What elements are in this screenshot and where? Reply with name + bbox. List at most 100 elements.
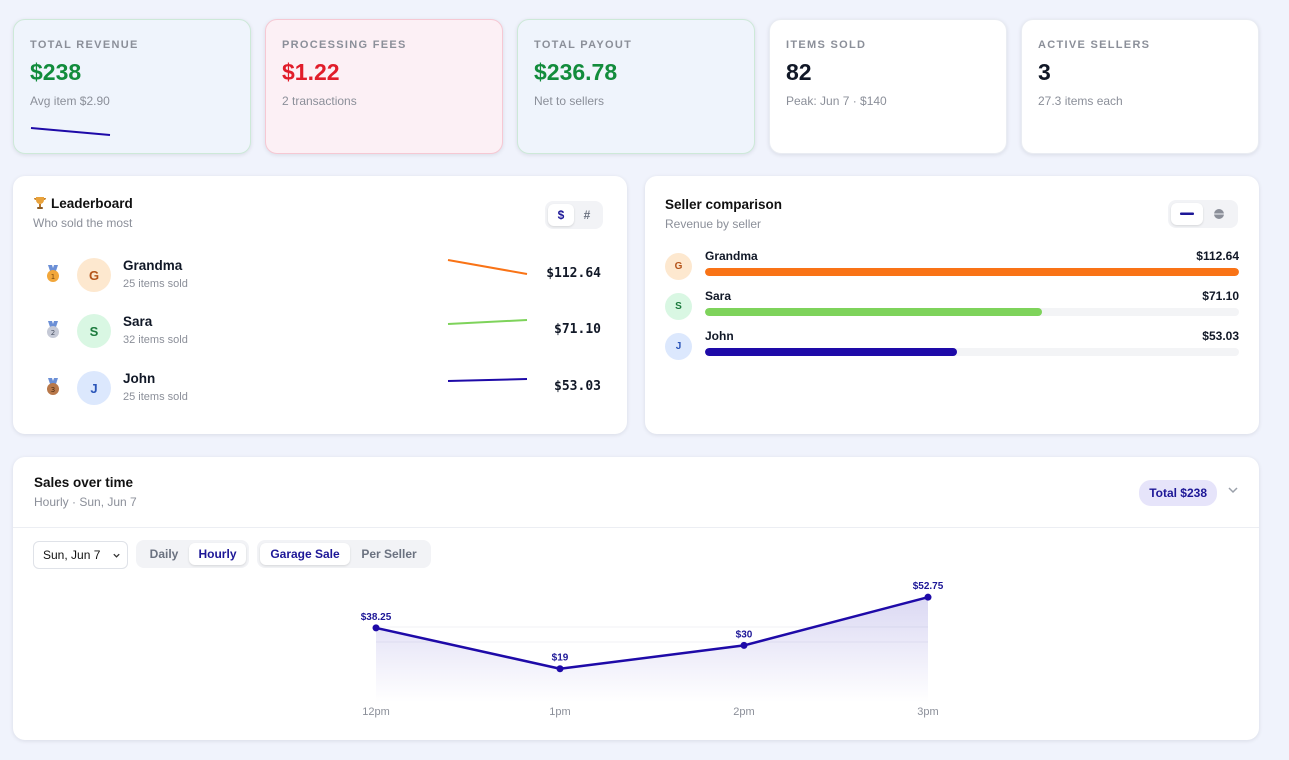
comparison-title: Seller comparison — [665, 197, 783, 212]
leaderboard-header: Leaderboard Who sold the most — [33, 196, 133, 230]
revenue-sparkline — [30, 127, 111, 136]
leaderboard-row[interactable]: 2 S Sara 32 items sold $71.10 — [43, 308, 607, 356]
sales-subtitle: Hourly · Sun, Jun 7 — [34, 495, 137, 509]
svg-text:3: 3 — [51, 386, 55, 394]
daily-tab[interactable]: Daily — [149, 547, 179, 561]
leaderboard-title: Leaderboard — [33, 196, 133, 211]
date-select[interactable]: Sun, Jun 7 — [33, 541, 128, 569]
garage-sale-tab[interactable]: Garage Sale — [260, 543, 350, 565]
avatar: S — [665, 293, 692, 320]
seller-amount: $71.10 — [554, 322, 601, 337]
kpi-value: $238 — [30, 59, 82, 85]
comparison-row[interactable]: S Sara $71.10 — [665, 289, 1239, 321]
seller-amount: $112.64 — [546, 266, 601, 281]
divider — [13, 527, 1259, 528]
leaderboard-card: Leaderboard Who sold the most $ # 1 G Gr… — [13, 176, 627, 434]
kpi-sub: Peak: Jun 7 · $140 — [786, 94, 887, 108]
data-point[interactable] — [556, 665, 564, 673]
total-badge: Total $238 — [1139, 480, 1217, 506]
leaderboard-subtitle: Who sold the most — [33, 216, 133, 230]
seller-name: Sara — [705, 289, 732, 303]
kpi-sub: Avg item $2.90 — [30, 94, 110, 108]
sales-line — [375, 595, 929, 670]
kpi-total-revenue: TOTAL REVENUE $238 Avg item $2.90 — [13, 19, 251, 154]
seller-name: John — [705, 329, 734, 343]
comparison-subtitle: Revenue by seller — [665, 217, 762, 231]
revenue-bar — [705, 308, 1042, 316]
leaderboard-row[interactable]: 1 G Grandma 25 items sold $112.64 — [43, 252, 607, 300]
silver-medal-icon: 2 — [47, 321, 59, 338]
chevron-down-icon — [113, 553, 120, 558]
view-toggle: Garage Sale Per Seller — [257, 540, 431, 568]
avatar: G — [77, 258, 111, 292]
kpi-total-payout: TOTAL PAYOUT $236.78 Net to sellers — [517, 19, 755, 154]
avatar: S — [77, 314, 111, 348]
items-sold-label: 25 items sold — [123, 391, 188, 403]
trophy-icon — [34, 197, 46, 209]
data-point[interactable] — [924, 593, 932, 601]
avatar: G — [665, 253, 692, 280]
svg-text:2: 2 — [51, 329, 55, 337]
x-tick-label: 2pm — [733, 706, 754, 718]
leaderboard-row[interactable]: 3 J John 25 items sold $53.03 — [43, 365, 607, 413]
kpi-items-sold: ITEMS SOLD 82 Peak: Jun 7 · $140 — [769, 19, 1007, 154]
per-seller-tab[interactable]: Per Seller — [361, 547, 417, 561]
date-select-value: Sun, Jun 7 — [43, 548, 101, 562]
x-tick-label: 3pm — [917, 706, 938, 718]
kpi-sub: 2 transactions — [282, 94, 357, 108]
seller-name: John — [123, 371, 156, 386]
x-tick-label: 12pm — [362, 706, 390, 718]
bar-view-icon — [1180, 212, 1194, 215]
kpi-sub: Net to sellers — [534, 94, 605, 108]
data-label: $52.75 — [913, 581, 944, 592]
comparison-view-toggle — [1168, 200, 1238, 228]
sales-area — [376, 597, 928, 702]
toggle-count-button[interactable]: # — [583, 208, 591, 222]
revenue-bar — [705, 268, 1239, 276]
gold-medal-icon: 1 — [47, 265, 59, 282]
toggle-dollars-button[interactable]: $ — [548, 204, 574, 226]
seller-name: Grandma — [123, 258, 183, 273]
seller-revenue: $112.64 — [1196, 249, 1239, 263]
pie-view-button[interactable] — [1203, 203, 1235, 225]
items-sold-label: 25 items sold — [123, 278, 188, 290]
sales-title: Sales over time — [34, 475, 134, 490]
kpi-label: ITEMS SOLD — [786, 39, 867, 51]
seller-revenue: $71.10 — [1202, 289, 1239, 303]
sales-header: Sales over time Hourly · Sun, Jun 7 — [34, 475, 137, 509]
kpi-label: TOTAL PAYOUT — [534, 39, 633, 51]
kpi-value: 82 — [786, 59, 812, 85]
bar-view-button[interactable] — [1171, 203, 1203, 225]
seller-revenue: $53.03 — [1202, 329, 1239, 343]
data-point[interactable] — [740, 641, 748, 649]
kpi-processing-fees: PROCESSING FEES $1.22 2 transactions — [265, 19, 503, 154]
revenue-bar-track — [705, 308, 1239, 316]
kpi-value: 3 — [1038, 59, 1051, 85]
svg-text:1: 1 — [51, 273, 55, 281]
data-label: $30 — [736, 629, 753, 640]
revenue-bar-track — [705, 348, 1239, 356]
comparison-row[interactable]: J John $53.03 — [665, 329, 1239, 361]
chevron-down-icon[interactable] — [1227, 484, 1239, 496]
comparison-row[interactable]: G Grandma $112.64 — [665, 249, 1239, 281]
seller-name: Grandma — [705, 249, 758, 263]
data-point[interactable] — [372, 624, 380, 632]
kpi-label: PROCESSING FEES — [282, 39, 407, 51]
leaderboard-metric-toggle: $ # — [545, 201, 603, 229]
seller-sparkline — [447, 378, 528, 382]
avatar: J — [77, 371, 111, 405]
kpi-value: $236.78 — [534, 59, 618, 85]
revenue-bar — [705, 348, 957, 356]
items-sold-label: 32 items sold — [123, 334, 188, 346]
data-label: $19 — [552, 653, 569, 664]
seller-comparison-card: Seller comparison Revenue by seller G Gr… — [645, 176, 1259, 434]
granularity-toggle: Daily Hourly — [136, 540, 249, 568]
leaderboard-title-text: Leaderboard — [51, 196, 133, 211]
kpi-label: TOTAL REVENUE — [30, 39, 139, 51]
kpi-active-sellers: ACTIVE SELLERS 3 27.3 items each — [1021, 19, 1259, 154]
hourly-tab[interactable]: Hourly — [189, 543, 246, 565]
sales-over-time-card: Sales over time Hourly · Sun, Jun 7 Tota… — [13, 457, 1259, 740]
seller-amount: $53.03 — [554, 379, 601, 394]
data-label: $38.25 — [361, 612, 392, 623]
avatar: J — [665, 333, 692, 360]
